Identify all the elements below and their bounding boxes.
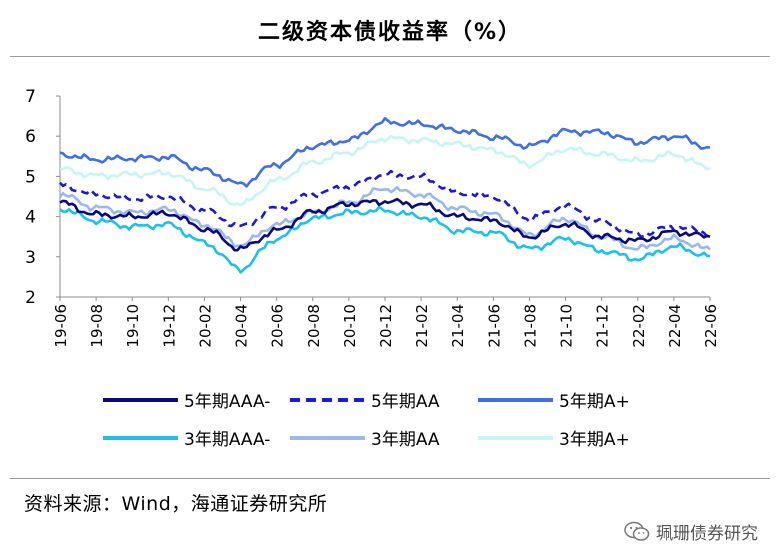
watermark: 珮珊债券研究 <box>624 519 758 544</box>
legend-label-4: 3年期AA <box>371 430 440 450</box>
chart-axes: 2 3 4 5 6 7 19-06 19-08 19-10 19-12 20-02 20-04 20-0… <box>25 87 720 348</box>
series-line-5 <box>59 134 711 207</box>
x-tick-label: 19-06 <box>52 304 70 348</box>
legend-label-1: 5年期AA <box>371 392 440 412</box>
wechat-icon <box>624 521 650 541</box>
title-divider <box>10 56 770 57</box>
watermark-text: 珮珊债券研究 <box>656 524 758 544</box>
x-tick-label: 19-10 <box>124 304 142 348</box>
chart-legend: 5年期AAA- 5年期AA 5年期A+ 3年期AAA- 3年期AA 3年期A+ <box>103 392 630 450</box>
y-tick-label: 7 <box>25 87 36 107</box>
x-tick-label: 22-02 <box>630 304 648 348</box>
x-tick-label: 21-06 <box>485 304 503 348</box>
y-tick-label: 5 <box>25 167 36 187</box>
legend-label-2: 5年期A+ <box>559 392 630 412</box>
source-note: 资料来源：Wind，海通证券研究所 <box>24 493 328 515</box>
series-line-0 <box>59 197 711 252</box>
x-tick-label: 20-04 <box>233 304 251 348</box>
source-divider <box>10 478 770 479</box>
x-tick-label: 19-12 <box>160 304 178 348</box>
series-line-3 <box>59 205 711 274</box>
x-tick-label: 20-12 <box>377 304 395 348</box>
chart-svg: 2 3 4 5 6 7 19-06 19-08 19-10 19-12 20-02 20-04 20-0… <box>25 87 720 450</box>
x-tick-label: 21-12 <box>594 304 612 348</box>
y-tick-label: 2 <box>25 288 36 308</box>
y-tick-label: 3 <box>25 248 36 268</box>
x-tick-label: 20-10 <box>341 304 359 348</box>
legend-label-5: 3年期A+ <box>559 430 630 450</box>
x-tick-label: 20-08 <box>305 304 323 348</box>
legend-label-0: 5年期AAA- <box>184 392 270 412</box>
x-tick-label: 22-04 <box>666 304 684 348</box>
legend-label-3: 3年期AAA- <box>184 430 270 450</box>
chart-title: 二级资本债收益率（%） <box>257 20 523 45</box>
x-tick-label: 21-08 <box>521 304 539 348</box>
x-tick-label: 21-10 <box>558 304 576 348</box>
x-tick-label: 20-02 <box>196 304 214 348</box>
y-tick-label: 4 <box>25 208 36 228</box>
x-tick-label: 21-02 <box>413 304 431 348</box>
series-line-2 <box>59 117 711 188</box>
x-tick-label: 19-08 <box>88 304 106 348</box>
series-line-1 <box>59 169 711 239</box>
x-tick-label: 20-06 <box>269 304 287 348</box>
y-tick-label: 6 <box>25 127 36 147</box>
chart-series <box>59 117 711 274</box>
x-tick-label: 21-04 <box>449 304 467 348</box>
x-tick-label: 22-06 <box>702 304 720 348</box>
